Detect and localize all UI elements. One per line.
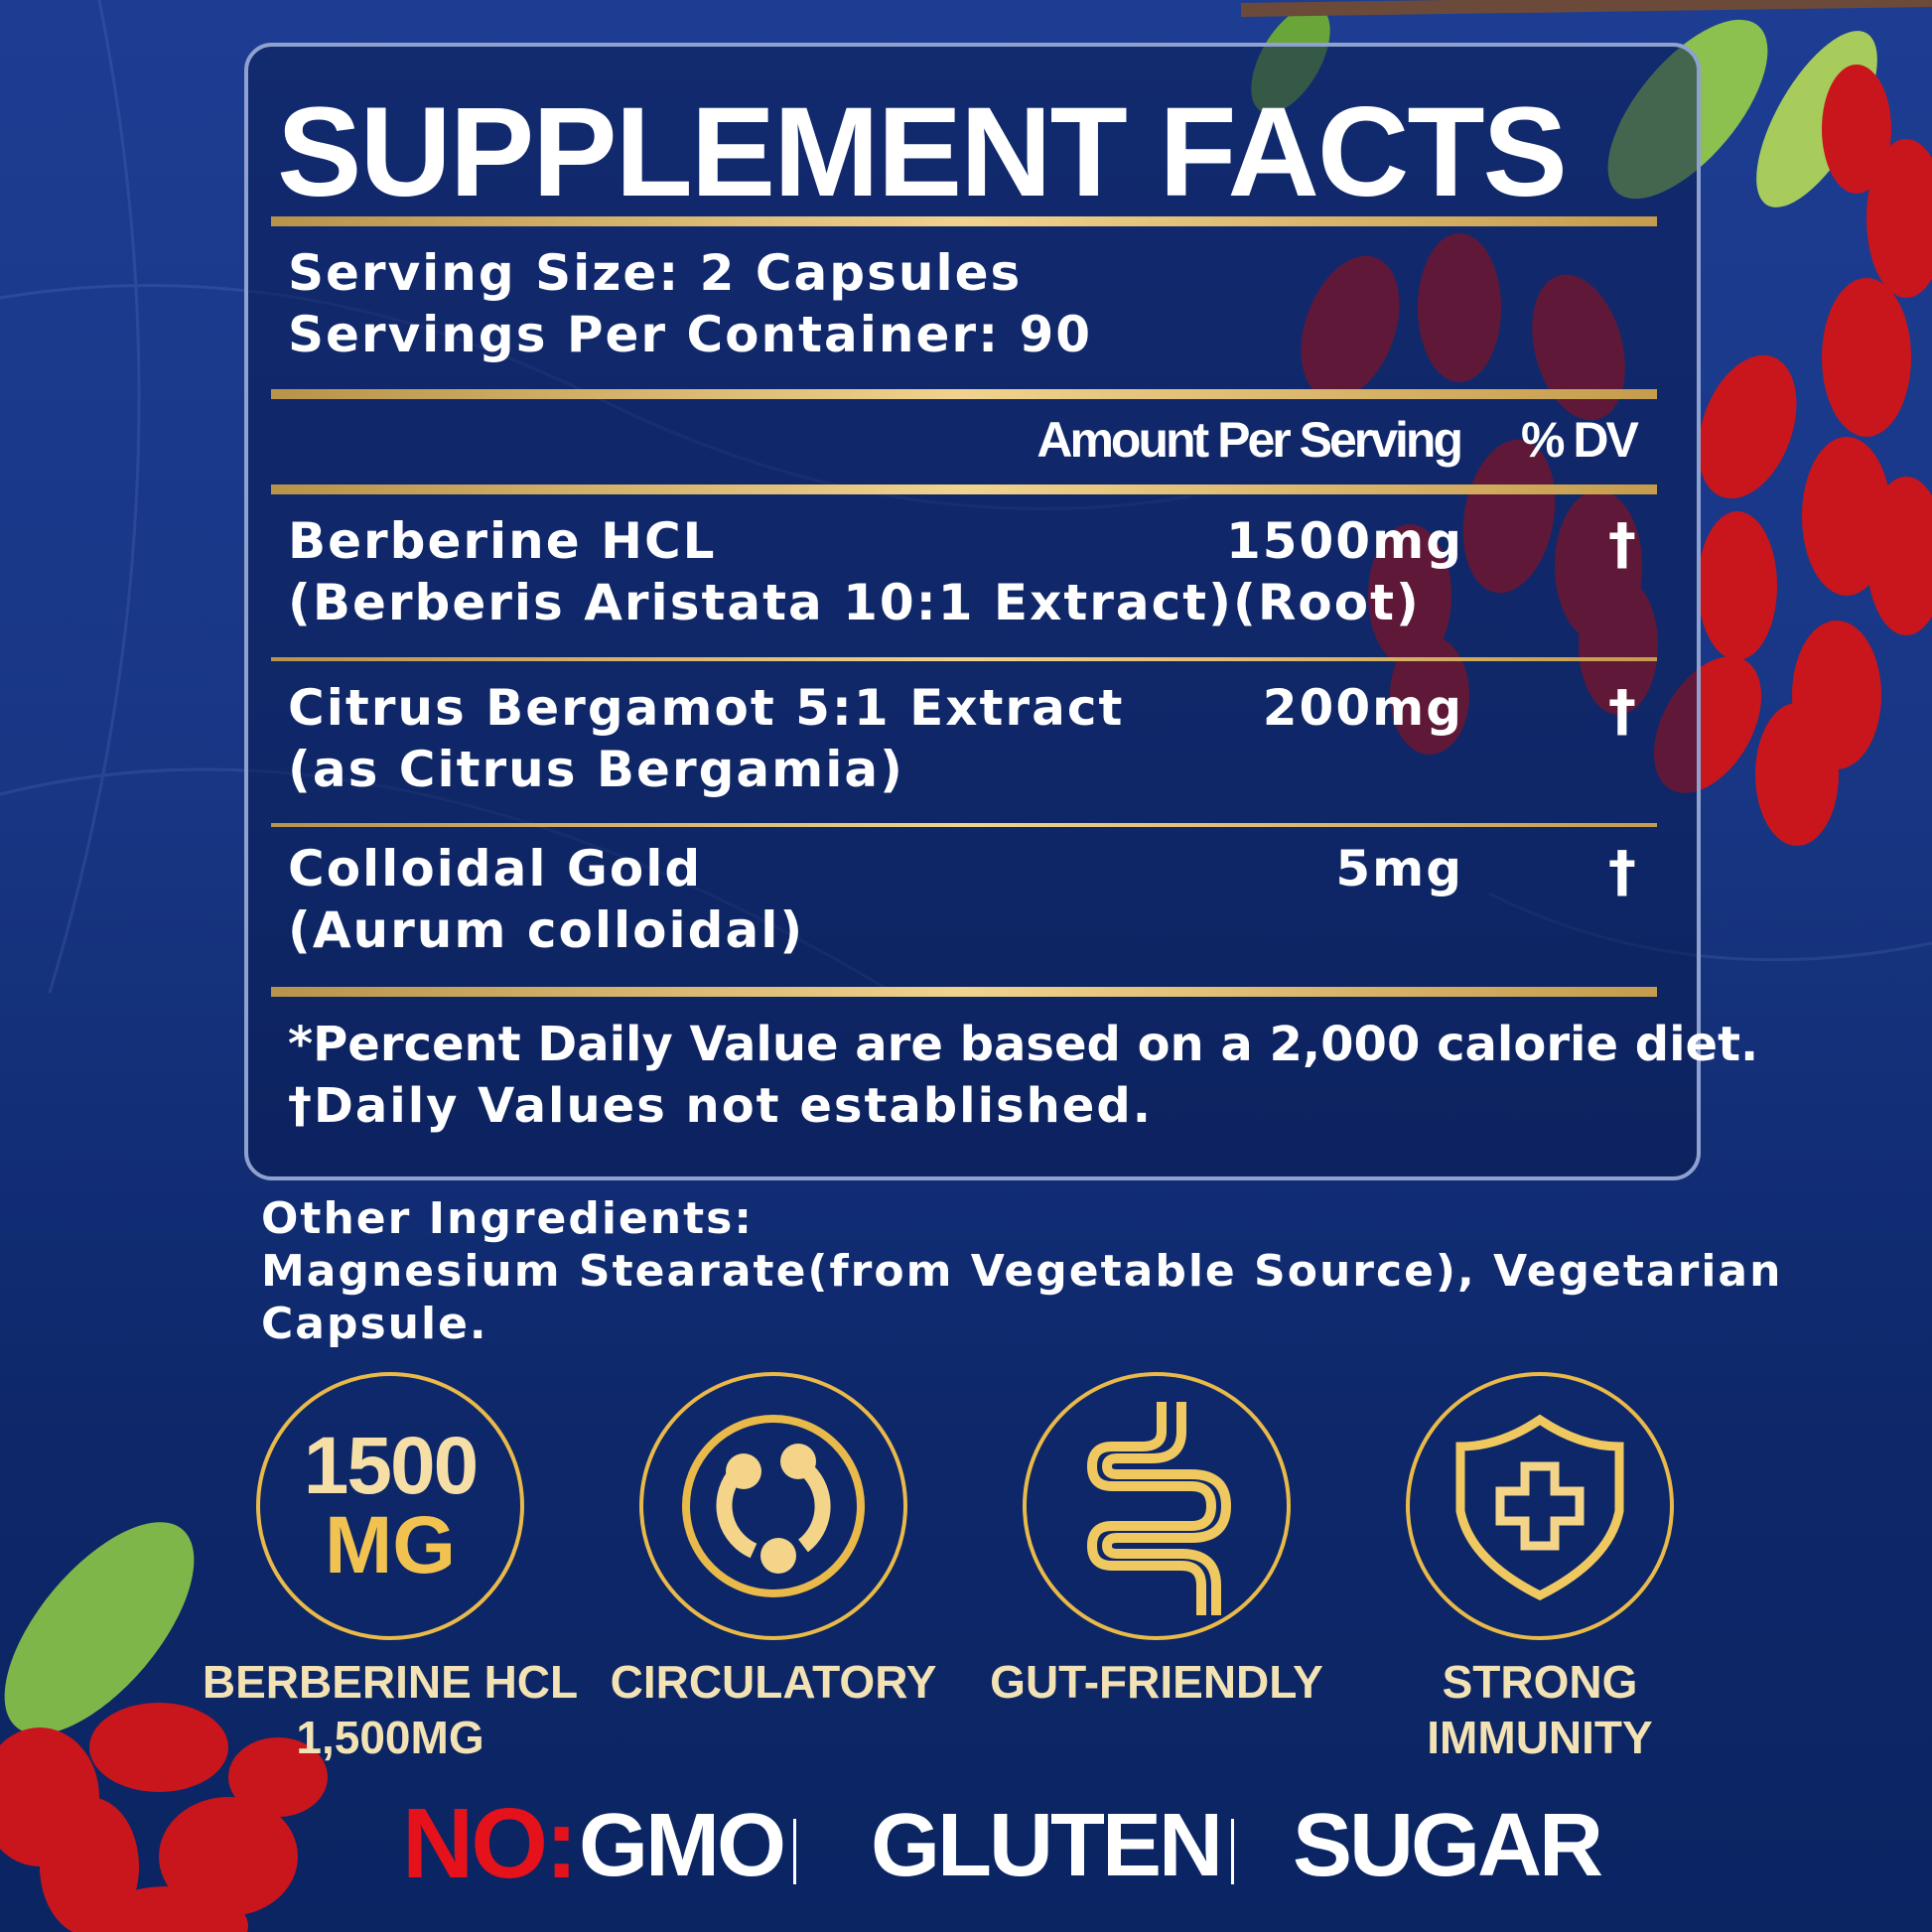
servings-per-container: Servings Per Container: 90 xyxy=(288,306,1093,363)
ingredient-name: Colloidal Gold xyxy=(288,840,703,897)
badge-label: BERBERINE HCL xyxy=(202,1656,579,1708)
ingredient-dv: † xyxy=(1608,840,1638,904)
badge-1500mg: 1500 MG xyxy=(256,1372,524,1640)
divider xyxy=(271,389,1657,399)
intestine-icon xyxy=(1086,1402,1232,1615)
badge-label: IMMUNITY xyxy=(1427,1712,1653,1763)
ingredient-detail: (Aurum colloidal) xyxy=(288,901,805,959)
badge-number: 1500 xyxy=(303,1421,479,1511)
gut-badge xyxy=(1023,1372,1291,1640)
dv-header: % DV xyxy=(1521,412,1639,468)
divider xyxy=(271,987,1657,997)
badge-unit: MG xyxy=(324,1500,457,1590)
ingredient-dv: † xyxy=(1608,679,1638,744)
divider xyxy=(271,484,1657,494)
ingredient-name: Citrus Bergamot 5:1 Extract xyxy=(288,679,1125,737)
separator xyxy=(793,1819,796,1884)
free-from-sugar: SUGAR xyxy=(1293,1796,1603,1895)
other-ingredients-text: Magnesium Stearate(from Vegetable Source… xyxy=(261,1246,1783,1297)
divider xyxy=(271,657,1657,661)
ingredient-amount: 200mg xyxy=(1262,679,1463,737)
circulatory-badge xyxy=(639,1372,907,1640)
amount-header: Amount Per Serving xyxy=(1036,412,1463,468)
separator xyxy=(1231,1819,1234,1884)
footnote: *Percent Daily Value are based on a 2,00… xyxy=(288,1017,1759,1072)
other-ingredients-heading: Other Ingredients: xyxy=(261,1193,754,1244)
divider xyxy=(271,216,1657,226)
shield-cross-icon xyxy=(1455,1414,1624,1600)
ingredient-amount: 1500mg xyxy=(1225,512,1463,570)
ingredient-amount: 5mg xyxy=(1335,840,1463,897)
badge-label: GUT-FRIENDLY xyxy=(990,1656,1323,1708)
other-ingredients-text: Capsule. xyxy=(261,1299,488,1349)
divider xyxy=(271,823,1657,827)
immunity-badge xyxy=(1406,1372,1674,1640)
ingredient-detail: (Berberis Aristata 10:1 Extract)(Root) xyxy=(288,574,1421,631)
no-prefix: NO: xyxy=(402,1788,578,1899)
circulatory-icon xyxy=(682,1415,865,1597)
ingredient-detail: (as Citrus Bergamia) xyxy=(288,741,904,798)
page-title: SUPPLEMENT FACTS xyxy=(277,81,1568,223)
badge-label: CIRCULATORY xyxy=(610,1656,937,1708)
badge-label: 1,500MG xyxy=(296,1712,484,1763)
free-from-gluten: GLUTEN xyxy=(871,1796,1223,1895)
badge-label: STRONG xyxy=(1442,1656,1638,1708)
serving-size: Serving Size: 2 Capsules xyxy=(288,244,1023,302)
free-from-gmo: GMO xyxy=(579,1796,786,1895)
ingredient-dv: † xyxy=(1608,512,1638,577)
ingredient-name: Berberine HCL xyxy=(288,512,717,570)
footnote: †Daily Values not established. xyxy=(288,1078,1153,1134)
